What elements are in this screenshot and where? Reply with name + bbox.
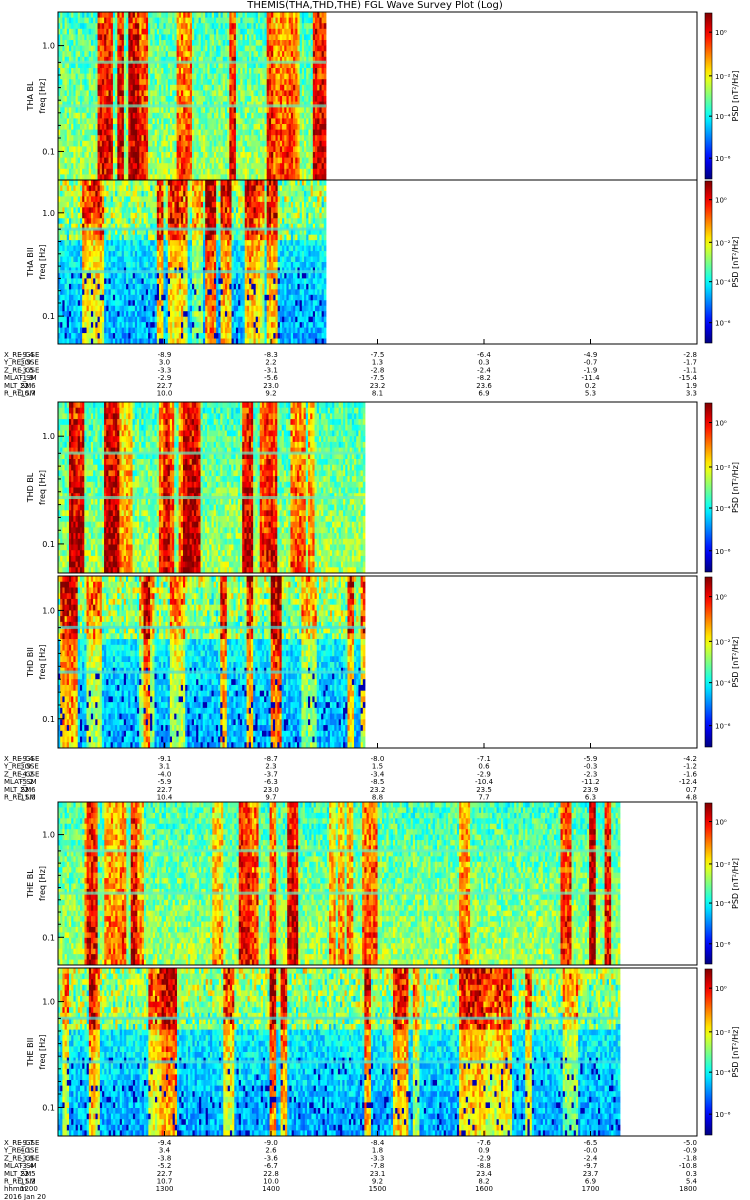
panel-ylabel: THA BL <box>26 81 35 111</box>
heatmap-cell <box>324 163 327 169</box>
heatmap-cell <box>324 141 327 147</box>
y-tick-label: 0.1 <box>42 147 55 156</box>
heatmap-cell <box>324 18 327 24</box>
colorbar-tick-label: 10⁻⁶ <box>715 155 731 163</box>
heatmap-cell <box>324 51 327 57</box>
colorbar-tick-label: 10⁰ <box>715 29 727 37</box>
spectrogram-panel-tha-bii <box>58 180 712 344</box>
heatmap-cell <box>324 74 327 80</box>
spectrogram-panel-tha-bl <box>58 12 712 180</box>
frequency-band-line <box>58 104 326 107</box>
heatmap-cells <box>58 180 326 344</box>
heatmap-cell <box>324 23 327 29</box>
heatmap-cell <box>324 169 327 175</box>
heatmap-cell <box>324 79 327 85</box>
y-tick-label: 1.0 <box>42 42 55 51</box>
heatmap-cell <box>324 68 327 74</box>
heatmap-cell <box>324 90 327 96</box>
frequency-band-line <box>58 61 326 64</box>
colorbar-tick-label: 10⁻⁴ <box>715 113 731 121</box>
heatmap-cell <box>324 118 327 124</box>
heatmap-cell <box>324 107 327 113</box>
heatmap-cells <box>58 12 326 180</box>
heatmap-cell <box>324 124 327 130</box>
heatmap-cell <box>324 29 327 35</box>
colorbar <box>705 13 712 179</box>
heatmap-cell <box>324 46 327 52</box>
heatmap-cell <box>324 34 327 40</box>
heatmap-cell <box>324 146 327 152</box>
heatmap-cell <box>324 96 327 102</box>
colorbar-tick-label: 10⁻² <box>715 73 731 81</box>
heatmap-cell <box>324 158 327 164</box>
heatmap-cell <box>324 152 327 158</box>
heatmap-cell <box>324 85 327 91</box>
panel-freq-label: freq [Hz] <box>38 79 47 114</box>
heatmap-cell <box>324 12 327 18</box>
heatmap-cell <box>324 135 327 141</box>
colorbar-label: PSD [nT²/Hz] <box>731 71 740 122</box>
heatmap-cell <box>324 40 327 46</box>
heatmap-cell <box>324 113 327 119</box>
heatmap-cell <box>324 130 327 136</box>
